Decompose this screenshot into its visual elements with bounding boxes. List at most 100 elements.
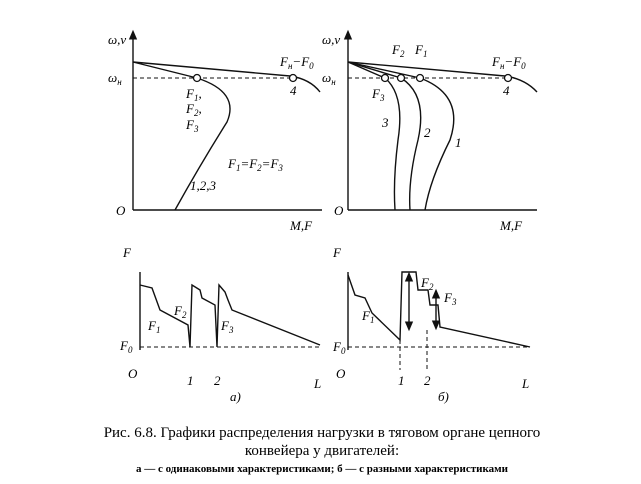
label: б) xyxy=(438,389,449,404)
label: 2 xyxy=(194,108,199,118)
label: 2 xyxy=(400,49,405,59)
label: F1 xyxy=(361,308,374,325)
label: F3 xyxy=(443,290,457,307)
curve xyxy=(132,61,231,211)
label: F2, xyxy=(185,101,202,118)
label: F0 xyxy=(119,338,133,355)
label: 4 xyxy=(503,83,510,98)
label: ω,v xyxy=(108,32,126,47)
label: 1 xyxy=(455,135,462,150)
label: 1 xyxy=(194,93,199,103)
label: а) xyxy=(230,389,241,404)
label: −F xyxy=(504,54,522,69)
caption: Рис. 6.8. Графики распределения нагрузки… xyxy=(104,425,541,441)
label: F xyxy=(332,339,342,354)
load-curve xyxy=(139,283,321,348)
load-curve xyxy=(347,271,531,348)
label: F xyxy=(414,42,424,57)
label: F2 xyxy=(173,303,187,320)
panel-b-bottom: F F0 F1 F2 F3 O 1 2 L б) xyxy=(332,245,531,404)
label: Fн−F0 xyxy=(491,54,526,71)
label: 1 xyxy=(370,315,375,325)
label: 1 xyxy=(236,163,241,173)
label: F1, xyxy=(185,86,202,103)
label: 3 xyxy=(379,93,385,103)
label: F xyxy=(185,117,195,132)
label: F xyxy=(119,338,129,353)
label: 0 xyxy=(128,345,133,355)
label: 1 xyxy=(423,49,428,59)
label: 2 xyxy=(182,310,187,320)
label: 1,2,3 xyxy=(190,178,217,193)
label: F3 xyxy=(220,318,234,335)
caption: конвейера у двигателей: xyxy=(245,443,399,459)
label: −F xyxy=(292,54,310,69)
label: 1 xyxy=(187,373,194,388)
label: F3 xyxy=(371,86,385,103)
label: 0 xyxy=(309,61,314,71)
label: ωн xyxy=(322,70,336,87)
label: F xyxy=(420,275,430,290)
label: , xyxy=(198,86,201,101)
label: F0 xyxy=(332,339,346,356)
panel-b-top: ω,v ωн Fн−F0 4 F2 F1 F3 3 2 1 O M,F xyxy=(322,29,538,233)
label: F xyxy=(147,318,157,333)
label: F xyxy=(185,86,195,101)
panel-a-bottom: F F0 F1 F2 F3 O 1 2 L а) xyxy=(119,245,321,404)
label: н xyxy=(117,77,122,87)
label: 1 xyxy=(398,373,405,388)
label: M,F xyxy=(289,218,313,233)
label: н xyxy=(288,61,293,71)
label: M,F xyxy=(499,218,523,233)
label: 2 xyxy=(257,163,262,173)
label: F xyxy=(122,245,132,260)
label: =F xyxy=(240,156,258,171)
label: F xyxy=(361,308,371,323)
label: 2 xyxy=(424,373,431,388)
label: , xyxy=(198,101,201,116)
label: 3 xyxy=(381,115,389,130)
label: O xyxy=(128,366,138,381)
label: F3 xyxy=(185,117,199,134)
label: F1=F2=F3 xyxy=(227,156,283,173)
label: F xyxy=(279,54,289,69)
label: F xyxy=(391,42,401,57)
label: 3 xyxy=(228,325,234,335)
label: ω xyxy=(108,70,117,85)
label: 2 xyxy=(429,282,434,292)
label: O xyxy=(336,366,346,381)
label: 1 xyxy=(156,325,161,335)
panel-a-top: ω,v ωн Fн−F0 4 F1, F2, F3 F1=F2=F3 1,2,3… xyxy=(108,29,322,233)
label: 0 xyxy=(341,346,346,356)
curve xyxy=(347,61,422,211)
label: F2 xyxy=(420,275,434,292)
point xyxy=(396,73,406,83)
label: F2 xyxy=(391,42,405,59)
label: 3 xyxy=(451,297,457,307)
label: F xyxy=(185,101,195,116)
label: н xyxy=(500,61,505,71)
label: L xyxy=(521,376,529,391)
point xyxy=(192,73,202,83)
label: н xyxy=(331,77,336,87)
label: F1 xyxy=(147,318,160,335)
label: F xyxy=(371,86,381,101)
label: ω xyxy=(322,70,331,85)
label: F xyxy=(332,245,342,260)
curve xyxy=(347,61,455,211)
label: 0 xyxy=(521,61,526,71)
point xyxy=(503,73,513,83)
label: F xyxy=(173,303,183,318)
label: O xyxy=(116,203,126,218)
label: 2 xyxy=(214,373,221,388)
label: =F xyxy=(262,156,280,171)
label: 2 xyxy=(424,125,431,140)
label: 3 xyxy=(193,124,199,134)
point xyxy=(415,73,425,83)
label: F1 xyxy=(414,42,427,59)
point xyxy=(288,73,298,83)
label: F xyxy=(227,156,237,171)
label: L xyxy=(313,376,321,391)
